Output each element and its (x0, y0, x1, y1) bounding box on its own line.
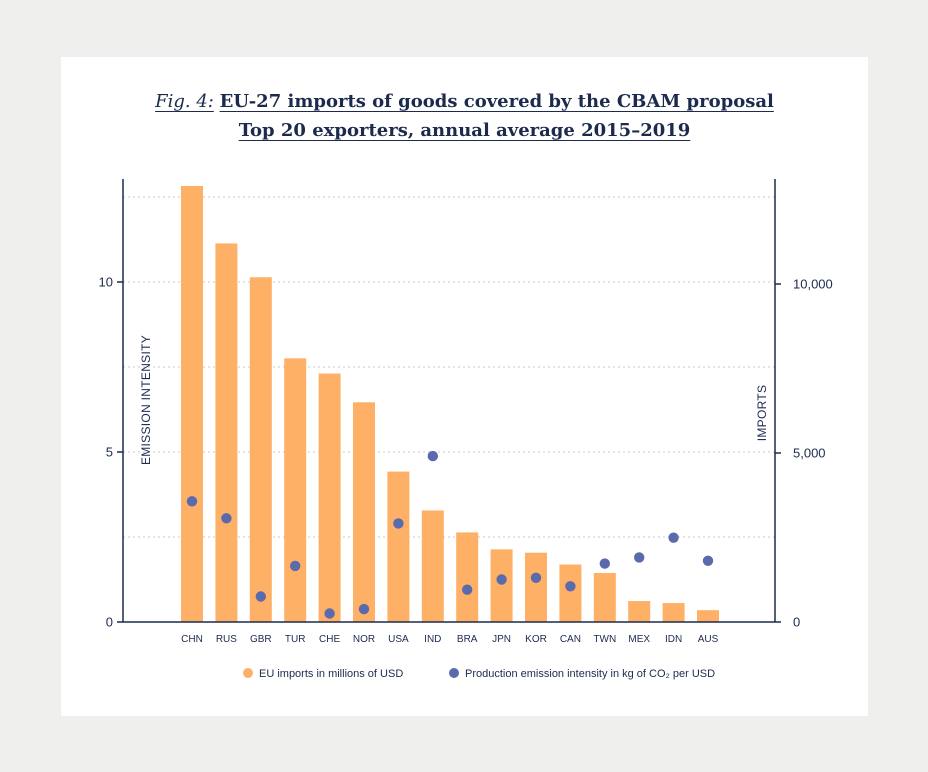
point-idn (668, 532, 679, 543)
left-tick-label: 0 (106, 615, 113, 630)
category-label: IDN (665, 634, 682, 645)
left-axis-ticks: 0 5 10 (99, 275, 123, 630)
point-che (324, 608, 335, 619)
point-mex (634, 552, 645, 563)
chart: 0 5 10 0 5,000 10,000 CHN RUS GBR TUR CHE NOR USA I… (99, 179, 833, 680)
bar-ind (421, 510, 444, 622)
right-tick-label: 10,000 (793, 277, 833, 292)
bar-che (318, 373, 341, 622)
axes (122, 179, 776, 623)
category-label: BRA (457, 634, 478, 645)
point-aus (702, 555, 714, 566)
bar-kor (525, 552, 547, 622)
figure-title-line1: EU-27 imports of goods covered by the CB… (219, 91, 774, 112)
point-bra (462, 584, 473, 595)
bar-jpn (490, 549, 513, 622)
point-can (565, 581, 576, 592)
bar-nor (353, 402, 375, 622)
right-axis-ticks: 0 5,000 10,000 (775, 277, 833, 630)
bar-rus (215, 243, 238, 622)
point-ind (427, 450, 438, 462)
point-tur (290, 560, 301, 572)
point-jpn (496, 574, 507, 585)
left-tick-label: 10 (99, 275, 113, 290)
category-label: TUR (285, 634, 306, 645)
bar-usa (387, 471, 410, 622)
category-label: CAN (560, 634, 581, 645)
bar-mex (628, 601, 651, 622)
right-axis-title: IMPORTS (755, 385, 769, 442)
bar-tur (284, 358, 307, 622)
category-label: MEX (628, 634, 650, 645)
right-tick-label: 5,000 (793, 446, 826, 461)
category-label: TWN (593, 634, 616, 645)
legend-label-imports: EU imports in millions of USD (259, 668, 403, 680)
left-axis-title: EMISSION INTENSITY (139, 335, 153, 465)
legend-swatch-imports (243, 668, 253, 678)
category-labels: CHN RUS GBR TUR CHE NOR USA IND BRA JPN KOR CAN TWN M… (181, 634, 718, 645)
figure-label: Fig. 4: (155, 91, 214, 112)
point-twn (599, 558, 610, 569)
scatter-points (186, 450, 714, 619)
figure-card: Fig. 4: EU-27 imports of goods covered b… (61, 57, 868, 716)
category-label: USA (388, 634, 409, 645)
point-rus (221, 513, 232, 524)
bar-idn (662, 603, 685, 622)
category-label: JPN (492, 634, 511, 645)
right-tick-label: 0 (793, 615, 800, 630)
point-usa (393, 518, 404, 529)
point-chn (186, 496, 198, 507)
category-label: KOR (525, 634, 547, 645)
bar-bra (456, 532, 479, 622)
grid-lines (123, 196, 775, 538)
point-gbr (255, 591, 266, 602)
point-kor (530, 572, 542, 583)
category-label: CHE (319, 634, 340, 645)
legend: EU imports in millions of USD Production… (243, 668, 715, 680)
category-label: AUS (698, 634, 719, 645)
category-label: GBR (250, 634, 272, 645)
bar-can (559, 564, 582, 622)
figure-title: Fig. 4: EU-27 imports of goods covered b… (61, 87, 868, 145)
bars (181, 185, 719, 623)
category-label: NOR (353, 634, 375, 645)
bar-chn (181, 185, 203, 623)
left-tick-label: 5 (106, 445, 113, 460)
bar-gbr (249, 277, 272, 622)
category-label: RUS (216, 634, 237, 645)
bar-twn (593, 572, 616, 622)
figure-title-line2: Top 20 exporters, annual average 2015–20… (238, 120, 691, 141)
legend-swatch-emission (449, 668, 459, 678)
legend-label-emission: Production emission intensity in kg of C… (465, 668, 715, 680)
category-label: IND (424, 634, 441, 645)
bar-aus (697, 610, 719, 622)
point-nor (358, 603, 370, 615)
category-label: CHN (181, 634, 203, 645)
